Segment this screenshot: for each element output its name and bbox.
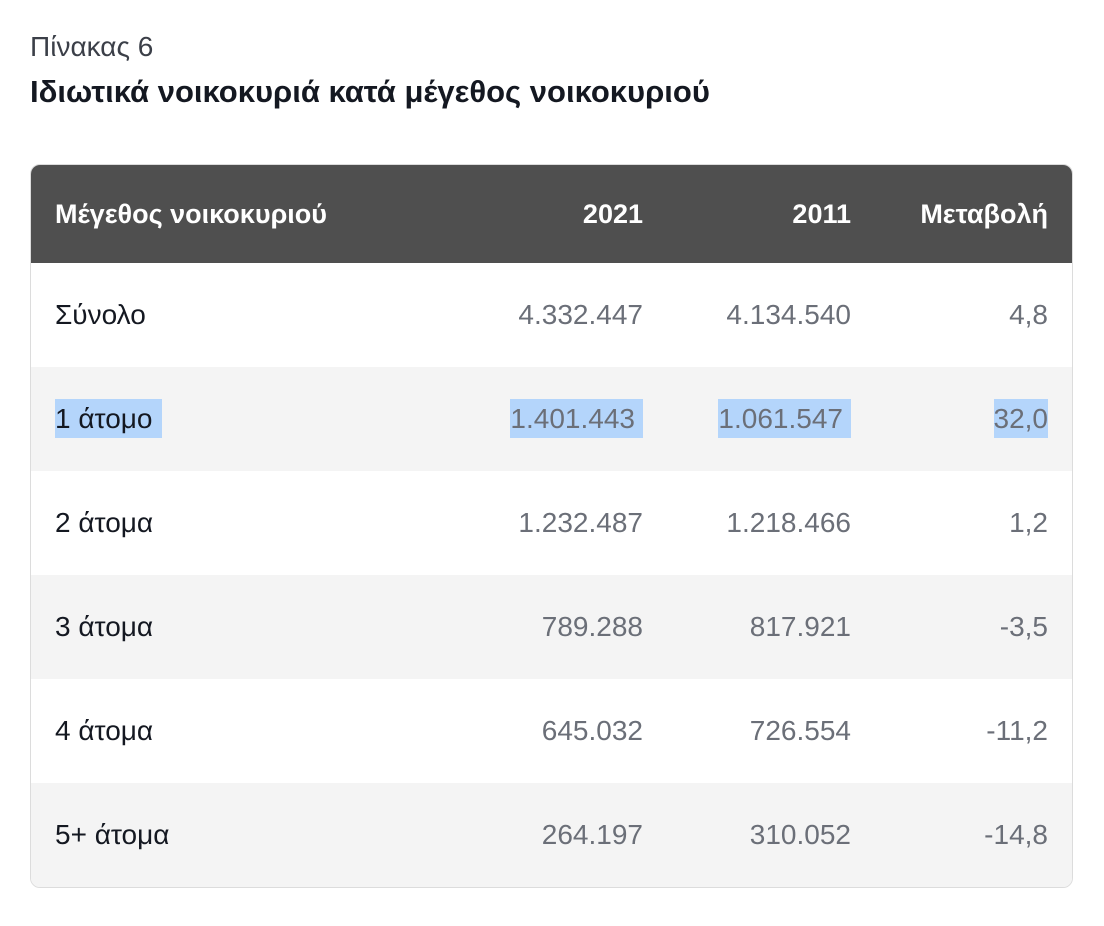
row-label[interactable]: 3 άτομα [55,611,154,642]
value-2021[interactable]: 264.197 [541,819,643,850]
value-2021-cell[interactable]: 1.401.443 [435,367,643,471]
column-header-2021: 2021 [582,198,643,229]
table-row: 5+ άτομα 264.197 310.052 -14,8 [31,783,1072,887]
value-2021[interactable]: 1.401.443 [510,399,643,438]
column-header-household-size: Μέγεθος νοικοκυριού [55,198,327,229]
value-2021[interactable]: 789.288 [541,611,643,642]
value-2011[interactable]: 726.554 [749,715,851,746]
row-label[interactable]: 5+ άτομα [55,819,170,850]
page-title: Ιδιωτικά νοικοκυριά κατά μέγεθος νοικοκυ… [30,74,710,109]
table-header-row: Μέγεθος νοικοκυριού 2021 2011 Μεταβολή [31,165,1072,263]
row-label-cell[interactable]: 1 άτομο [31,367,435,471]
value-2011[interactable]: 1.218.466 [726,507,851,538]
value-change[interactable]: -3,5 [999,611,1048,642]
households-table-container: Μέγεθος νοικοκυριού 2021 2011 Μεταβολή Σ… [30,164,1073,888]
value-change[interactable]: 4,8 [1009,299,1048,330]
column-header-2011: 2011 [792,198,851,229]
value-2021[interactable]: 4.332.447 [518,299,643,330]
column-header-change: Μεταβολή [920,198,1048,229]
row-label[interactable]: 1 άτομο [55,399,163,438]
table-row: 3 άτομα 789.288 817.921 -3,5 [31,575,1072,679]
value-2011[interactable]: 817.921 [749,611,851,642]
table-row: 4 άτομα 645.032 726.554 -11,2 [31,679,1072,783]
table-row-selected: 1 άτομο 1.401.443 1.061.547 32,0 [31,367,1072,471]
row-label[interactable]: Σύνολο [55,299,146,330]
value-2021[interactable]: 645.032 [541,715,643,746]
table-row: 2 άτομα 1.232.487 1.218.466 1,2 [31,471,1072,575]
row-label[interactable]: 4 άτομα [55,715,154,746]
households-table: Μέγεθος νοικοκυριού 2021 2011 Μεταβολή Σ… [31,165,1072,887]
value-change[interactable]: -14,8 [984,819,1048,850]
value-change[interactable]: -11,2 [986,715,1048,746]
value-change[interactable]: 32,0 [993,399,1048,438]
value-2011[interactable]: 310.052 [749,819,851,850]
value-2011-cell[interactable]: 1.061.547 [643,367,851,471]
table-body: Σύνολο 4.332.447 4.134.540 4,8 1 άτομο 1… [31,263,1072,887]
value-2021[interactable]: 1.232.487 [518,507,643,538]
table-number: Πίνακας 6 [30,31,154,62]
row-label[interactable]: 2 άτομα [55,507,154,538]
table-row: Σύνολο 4.332.447 4.134.540 4,8 [31,263,1072,367]
value-change-cell[interactable]: 32,0 [851,367,1072,471]
value-change[interactable]: 1,2 [1009,507,1048,538]
table-header: Μέγεθος νοικοκυριού 2021 2011 Μεταβολή [31,165,1072,263]
value-2011[interactable]: 1.061.547 [718,399,851,438]
value-2011[interactable]: 4.134.540 [726,299,851,330]
